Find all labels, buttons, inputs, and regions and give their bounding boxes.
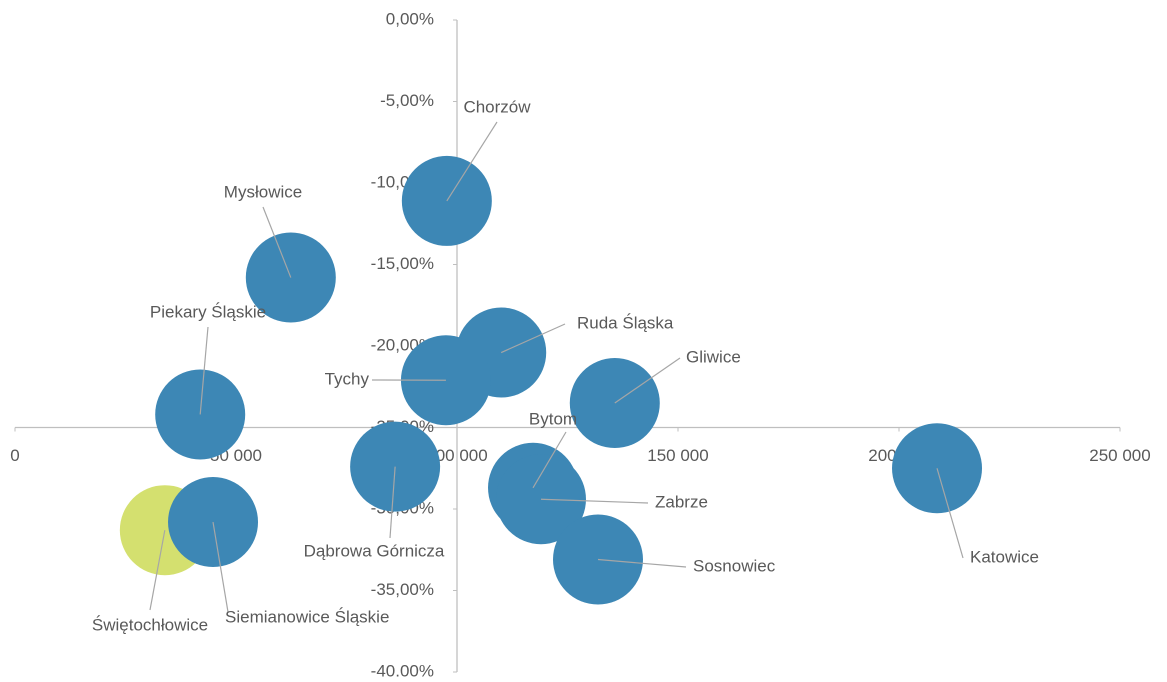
data-label: Bytom: [529, 409, 577, 428]
data-label: Siemianowice Śląskie: [225, 607, 389, 626]
y-tick-label: -35,00%: [371, 580, 434, 599]
data-label: Piekary Śląskie: [150, 302, 266, 321]
data-label: Tychy: [325, 369, 370, 388]
y-tick-label: -15,00%: [371, 254, 434, 273]
x-tick-label: 0: [10, 446, 19, 465]
data-label: Mysłowice: [224, 182, 302, 201]
y-tick-label: 0,00%: [386, 9, 434, 28]
data-label: Sosnowiec: [693, 556, 776, 575]
y-tick-label: -40.00%: [371, 661, 434, 677]
data-label: Gliwice: [686, 347, 741, 366]
bubbles: [120, 156, 982, 605]
x-tick-label: 150 000: [647, 446, 708, 465]
data-label: Świętochłowice: [92, 615, 208, 634]
data-label: Katowice: [970, 547, 1039, 566]
data-label: Dąbrowa Górnicza: [304, 541, 445, 560]
data-label: Zabrze: [655, 492, 708, 511]
y-tick-label: -5,00%: [380, 91, 434, 110]
data-label: Ruda Śląska: [577, 313, 674, 332]
bubble: [168, 477, 258, 567]
x-tick-label: 250 000: [1089, 446, 1150, 465]
data-label: Chorzów: [463, 97, 531, 116]
